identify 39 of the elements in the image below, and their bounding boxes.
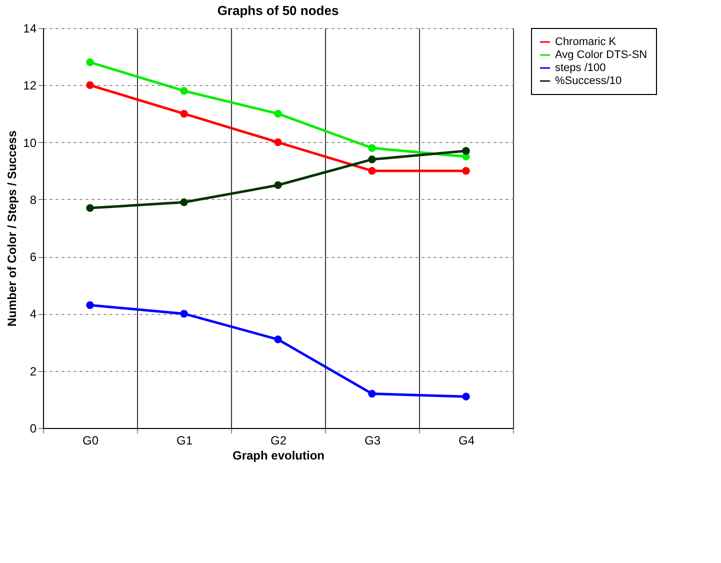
point	[368, 144, 376, 152]
point	[274, 336, 282, 344]
y-tick-label: 2	[30, 364, 37, 378]
legend-label: Avg Color DTS-SN	[555, 49, 648, 61]
point	[462, 166, 470, 175]
point	[368, 166, 376, 175]
point	[86, 204, 94, 212]
y-tick-label: 10	[23, 136, 37, 150]
point	[180, 110, 188, 118]
legend-label: Chromaric K	[555, 36, 617, 48]
point	[180, 86, 188, 95]
point	[368, 390, 376, 398]
y-tick-label: 6	[30, 250, 37, 264]
legend-label: steps /100	[555, 62, 606, 74]
x-tick-label: G4	[458, 434, 475, 448]
point	[462, 146, 470, 155]
point	[86, 301, 94, 310]
y-tick-label: 0	[30, 422, 37, 436]
y-tick-label: 8	[30, 192, 37, 207]
y-tick-label: 4	[30, 307, 37, 322]
point	[274, 181, 282, 190]
y-axis-title: Number of Color / Steps / Success	[5, 130, 20, 327]
x-tick-label: G2	[270, 434, 287, 448]
point	[368, 156, 376, 164]
y-tick-label: 14	[23, 22, 37, 36]
legend-label: %Success/10	[555, 75, 622, 87]
x-tick-label: G1	[176, 434, 193, 448]
point	[180, 198, 188, 206]
x-axis-title: Graph evolution	[232, 448, 325, 462]
chart-title: Graphs of 50 nodes	[217, 3, 339, 18]
point	[462, 392, 470, 400]
point	[274, 110, 282, 118]
x-tick-label: G0	[82, 434, 99, 448]
x-tick-label: G3	[364, 434, 381, 448]
point	[274, 138, 282, 146]
point	[86, 81, 94, 90]
y-tick-label: 12	[23, 78, 37, 93]
point	[86, 58, 94, 66]
point	[180, 310, 188, 318]
